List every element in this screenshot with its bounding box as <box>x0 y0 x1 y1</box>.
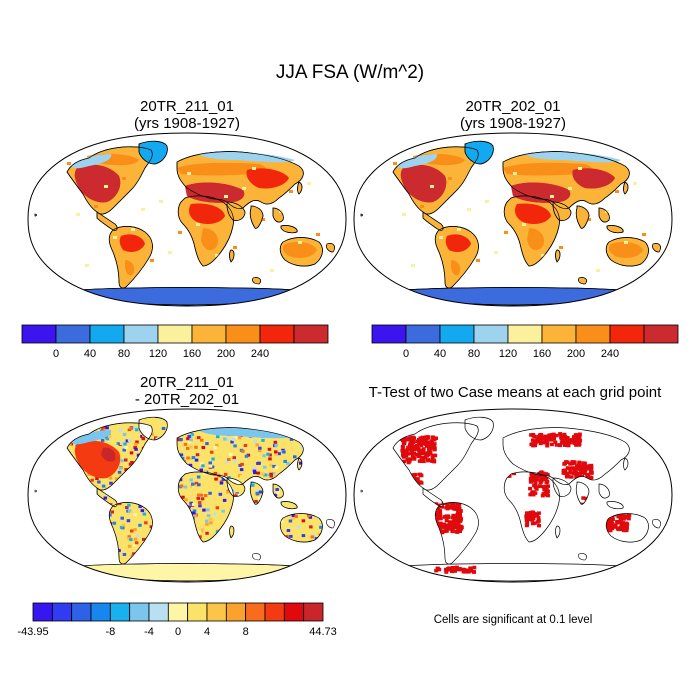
colorbar-tick-label: -8 <box>105 626 115 638</box>
colorbar-tick-label: 160 <box>183 348 201 360</box>
colorbar-tick-label: 240 <box>601 348 619 360</box>
map-panel-case1 <box>27 132 347 307</box>
colorbar-tick-label: 8 <box>243 626 249 638</box>
panel-title-case2-line1: 20TR_202_01 <box>465 98 561 115</box>
colorbar-diff: -43.95 -8 -4 0 4 8 44.73 <box>17 602 337 638</box>
colorbar-tick-label: 44.73 <box>309 626 337 638</box>
colorbar-tick-label: 160 <box>533 348 551 360</box>
panel-title-diff-line2: - 20TR_202_01 <box>134 391 240 408</box>
colorbar-tick-label: 4 <box>204 626 210 638</box>
colorbar-tick-label: 40 <box>434 348 446 360</box>
colorbar-tick-label: 80 <box>118 348 130 360</box>
panel-title-ttest-line1: T-Test of two Case means at each grid po… <box>368 384 662 401</box>
colorbar-tick-label: -4 <box>144 626 154 638</box>
colorbar-case2: 0 40 80 120 160 200 240 <box>371 324 679 360</box>
panel-title-case1: 20TR_211_01 (yrs 1908-1927) <box>27 98 347 132</box>
map-panel-diff <box>27 408 347 583</box>
colorbar-tick-label: 200 <box>567 348 585 360</box>
colorbar-tick-label: 40 <box>84 348 96 360</box>
map-panel-case2 <box>353 132 673 307</box>
colorbar-case1: 0 40 80 120 160 200 240 <box>21 324 329 360</box>
panel-title-diff-line1: 20TR_211_01 <box>140 374 234 391</box>
panel-title-case2-line2: (yrs 1908-1927) <box>460 115 566 132</box>
panel-title-case2: 20TR_202_01 (yrs 1908-1927) <box>353 98 673 132</box>
panel-title-case1-line2: (yrs 1908-1927) <box>134 115 240 132</box>
colorbar-tick-label: 200 <box>217 348 235 360</box>
colorbar-tick-label: 240 <box>251 348 269 360</box>
panel-title-diff: 20TR_211_01 - 20TR_202_01 <box>27 374 347 408</box>
colorbar-tick-label: 0 <box>53 348 59 360</box>
significance-note: Cells are significant at 0.1 level <box>433 614 593 626</box>
map-panel-ttest <box>353 408 673 583</box>
panel-title-case1-line1: 20TR_211_01 <box>140 98 234 115</box>
colorbar-tick-label: 80 <box>468 348 480 360</box>
panel-title-ttest: T-Test of two Case means at each grid po… <box>345 384 685 401</box>
colorbar-tick-label: 0 <box>175 626 181 638</box>
figure-title: JJA FSA (W/m^2) <box>275 62 425 83</box>
colorbar-tick-label: -43.95 <box>17 626 48 638</box>
colorbar-tick-label: 120 <box>149 348 167 360</box>
colorbar-tick-label: 120 <box>499 348 517 360</box>
colorbar-tick-label: 0 <box>403 348 409 360</box>
